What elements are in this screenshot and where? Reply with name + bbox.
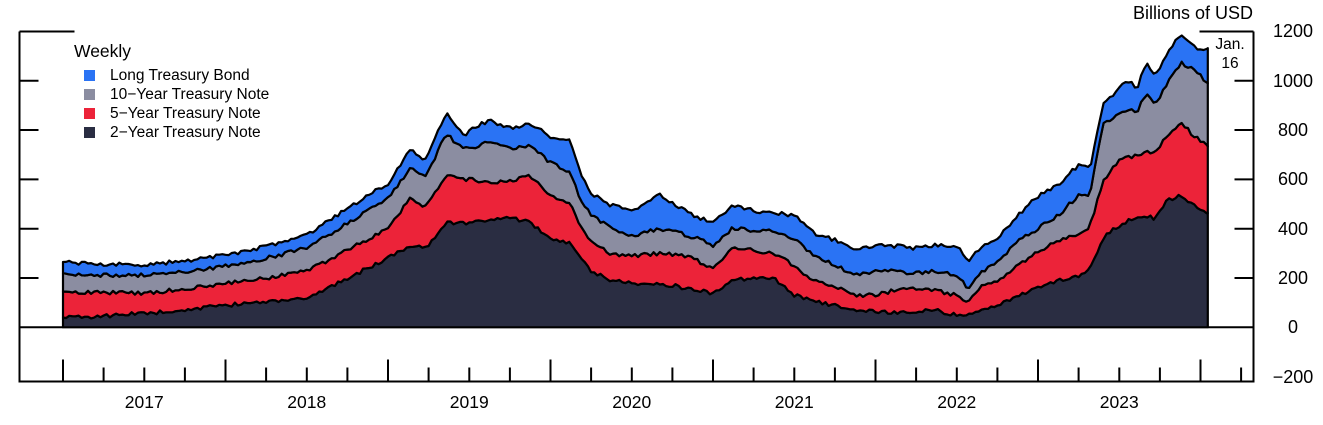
legend-label: 5−Year Treasury Note [110,105,261,122]
legend-item: 10−Year Treasury Note [74,85,269,104]
x-tick-label: 2022 [937,392,977,412]
legend-label: 10−Year Treasury Note [110,86,270,103]
y-tick-label: 600 [1277,169,1309,190]
axes-frame [18,30,1255,383]
legend-swatch-icon [84,89,95,100]
x-tick-label: 2021 [774,392,814,412]
x-tick-label: 2017 [124,392,164,412]
y-tick-label: 0 [1287,317,1298,338]
y-tick-label: 200 [1277,267,1309,288]
chart-legend: Weekly Long Treasury Bond 10−Year Treasur… [74,41,269,142]
x-tick-label: 2020 [612,392,652,412]
legend-swatch-icon [84,70,95,81]
x-tick-label: 2018 [287,392,327,412]
last-observation-annotation: Jan. 16 [1207,35,1253,73]
legend-item: 5−Year Treasury Note [74,104,269,123]
legend-item: 2−Year Treasury Note [74,123,269,142]
y-tick-label: 1200 [1272,21,1314,42]
legend-label: 2−Year Treasury Note [110,124,261,141]
x-tick-label: 2019 [449,392,489,412]
y-tick-label: 1000 [1272,70,1314,91]
legend-label: Long Treasury Bond [110,67,250,84]
legend-swatch-icon [84,127,95,138]
legend-heading: Weekly [74,41,132,61]
legend-swatch-icon [84,108,95,119]
last-observation-day: 16 [1221,55,1239,72]
legend-items: Long Treasury Bond 10−Year Treasury Note 5… [74,66,269,142]
y-tick-label: 800 [1277,120,1309,141]
y-axis-unit-label: Billions of USD [1132,3,1253,23]
band-long-treasury-bond [61,34,1209,289]
x-tick-label: 2023 [1099,392,1139,412]
last-observation-month: Jan. [1215,36,1245,53]
y-tick-label: −200 [1272,366,1314,387]
legend-item: Long Treasury Bond [74,66,269,85]
y-tick-label: 400 [1277,218,1309,239]
